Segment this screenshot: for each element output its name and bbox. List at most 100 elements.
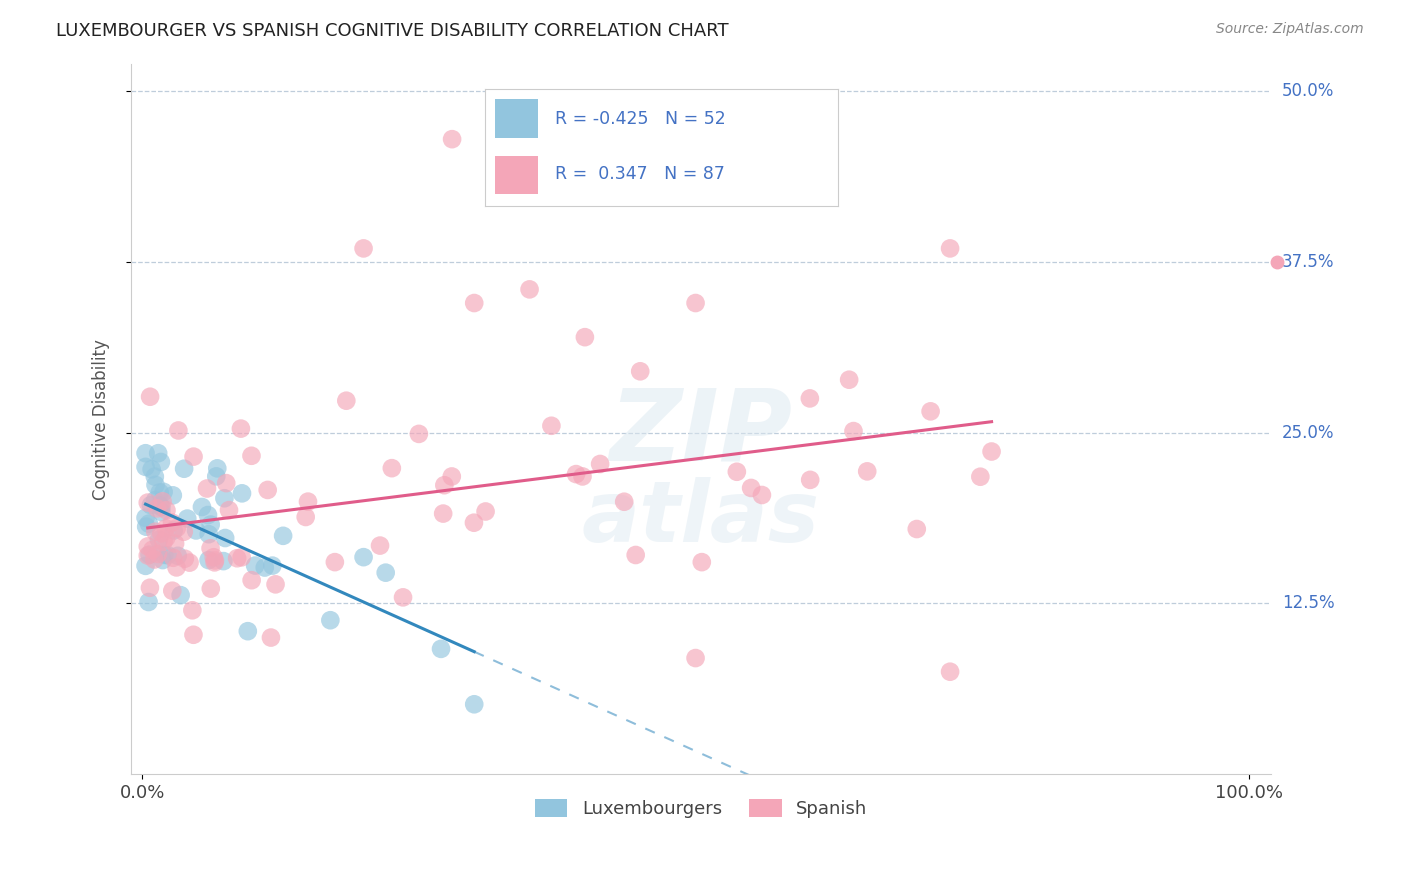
Point: [200, 541, 222, 556]
Point: [335, 393, 357, 408]
Point: [725, 465, 748, 479]
Point: [204, 553, 226, 567]
Point: [138, 595, 160, 609]
Point: [195, 482, 218, 496]
Point: [463, 698, 485, 712]
Point: [138, 516, 160, 531]
Point: [430, 641, 453, 656]
Point: [141, 542, 163, 557]
Point: [571, 469, 593, 483]
Point: [153, 548, 176, 562]
Point: [215, 476, 238, 491]
Point: [169, 588, 191, 602]
Point: [323, 555, 346, 569]
Point: [183, 628, 205, 642]
Point: [353, 241, 375, 255]
Point: [212, 554, 235, 568]
Point: [150, 526, 173, 541]
Point: [264, 577, 287, 591]
Point: [740, 481, 762, 495]
Point: [214, 491, 236, 506]
Point: [150, 505, 173, 519]
Point: [218, 503, 240, 517]
Point: [166, 560, 188, 574]
Point: [149, 485, 172, 500]
Point: [135, 459, 157, 474]
Point: [980, 444, 1002, 458]
Point: [214, 531, 236, 545]
Legend: Luxembourgers, Spanish: Luxembourgers, Spanish: [527, 792, 875, 825]
Point: [463, 516, 485, 530]
Point: [149, 499, 172, 513]
Point: [139, 581, 162, 595]
Point: [166, 549, 188, 563]
Text: 25.0%: 25.0%: [1282, 424, 1334, 442]
Point: [294, 510, 316, 524]
Point: [589, 457, 612, 471]
Text: 50.0%: 50.0%: [1282, 82, 1334, 101]
Point: [969, 469, 991, 483]
Point: [152, 494, 174, 508]
Point: [271, 529, 294, 543]
Point: [136, 540, 159, 554]
Point: [165, 536, 187, 550]
Point: [297, 494, 319, 508]
Point: [155, 503, 177, 517]
Point: [226, 551, 249, 566]
Point: [624, 548, 647, 562]
Point: [231, 486, 253, 500]
Point: [613, 494, 636, 508]
Point: [374, 566, 396, 580]
Point: [319, 613, 342, 627]
Text: atlas: atlas: [582, 477, 820, 560]
Point: [155, 521, 177, 535]
Point: [156, 548, 179, 562]
Point: [183, 450, 205, 464]
Point: [166, 521, 188, 535]
Point: [432, 507, 454, 521]
Point: [685, 651, 707, 665]
Point: [253, 560, 276, 574]
Point: [146, 547, 169, 561]
Point: [628, 364, 651, 378]
Point: [139, 498, 162, 512]
Point: [200, 517, 222, 532]
Point: [231, 550, 253, 565]
Point: [440, 469, 463, 483]
Point: [148, 446, 170, 460]
Point: [205, 469, 228, 483]
Point: [574, 330, 596, 344]
Point: [162, 488, 184, 502]
Point: [162, 583, 184, 598]
Point: [408, 426, 430, 441]
Point: [152, 553, 174, 567]
Point: [148, 533, 170, 547]
Point: [145, 478, 167, 492]
Point: [135, 510, 157, 524]
Point: [392, 591, 415, 605]
Text: ZIP: ZIP: [610, 384, 793, 482]
Point: [173, 524, 195, 539]
Point: [200, 582, 222, 596]
Point: [202, 550, 225, 565]
Point: [243, 558, 266, 573]
Point: [141, 462, 163, 476]
Point: [751, 488, 773, 502]
Point: [842, 424, 865, 438]
Point: [262, 558, 284, 573]
Point: [197, 527, 219, 541]
Point: [260, 631, 283, 645]
Point: [799, 392, 821, 406]
Point: [236, 624, 259, 639]
Point: [155, 531, 177, 545]
Point: [149, 455, 172, 469]
Y-axis label: Cognitive Disability: Cognitive Disability: [93, 339, 110, 500]
Text: 37.5%: 37.5%: [1282, 253, 1334, 271]
Point: [474, 504, 496, 518]
Point: [939, 241, 962, 255]
Point: [433, 478, 456, 492]
Point: [256, 483, 278, 497]
Point: [463, 296, 485, 310]
Point: [905, 522, 928, 536]
Text: 12.5%: 12.5%: [1282, 594, 1334, 613]
